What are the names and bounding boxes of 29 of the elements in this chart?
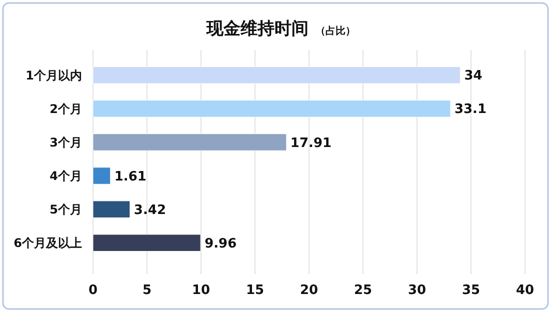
x-tick-label: 5: [142, 283, 152, 298]
bar: [92, 66, 460, 84]
x-tick-label: 30: [408, 283, 426, 298]
chart-subtitle: （占比）: [316, 25, 356, 37]
data-label: 3.42: [134, 202, 166, 218]
bar: [92, 100, 451, 118]
data-label: 33.1: [454, 102, 487, 118]
x-tick-label: 35: [462, 283, 480, 298]
data-label: 9.96: [204, 236, 237, 252]
x-tick-label: 10: [192, 283, 210, 298]
data-label: 34: [464, 68, 482, 84]
y-tick-label: 3个月: [50, 135, 82, 150]
x-tick-label: 0: [88, 283, 98, 298]
y-tick-label: 5个月: [50, 202, 82, 217]
x-tick-label: 40: [516, 283, 534, 298]
x-tick-label: 20: [300, 283, 318, 298]
bar: [92, 134, 287, 151]
x-tick-label: 25: [354, 283, 372, 298]
y-tick-label: 2个月: [50, 102, 82, 116]
y-tick-label: 1个月以内: [26, 68, 82, 82]
x-tick-label: 15: [246, 283, 264, 298]
data-label: 17.91: [290, 136, 332, 151]
bar: [92, 200, 130, 218]
y-tick-label: 6个月及以上: [14, 236, 82, 250]
chart-title: 现金维持时间: [206, 19, 308, 39]
bar: [92, 167, 111, 184]
data-label: 1.61: [114, 169, 146, 184]
y-tick-label: 4个月: [50, 168, 82, 183]
bar: [92, 234, 201, 252]
